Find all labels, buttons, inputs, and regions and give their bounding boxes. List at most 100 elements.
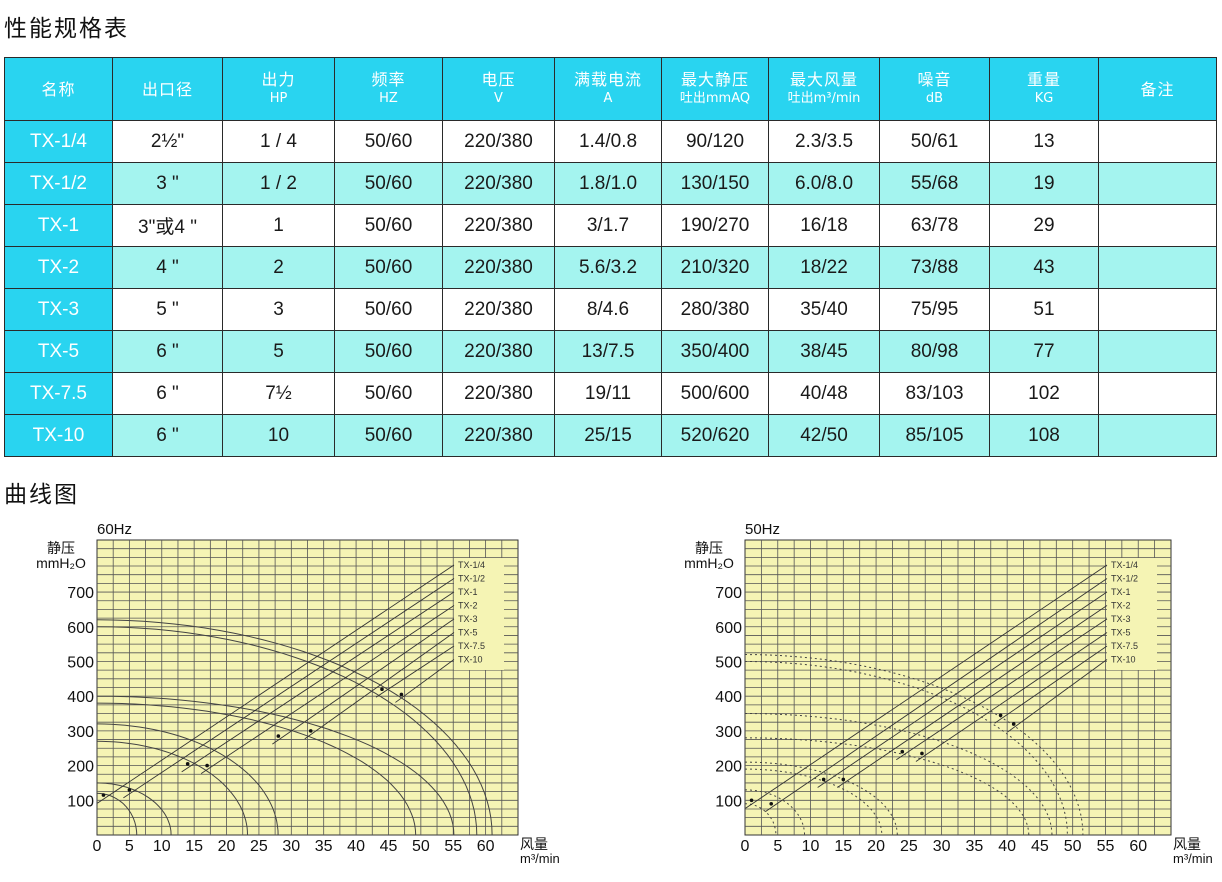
table-cell: 6.0/8.0 (768, 162, 880, 205)
x-tick-label: 25 (900, 838, 918, 855)
header-line2: HP (269, 91, 288, 106)
operating-point-marker (399, 692, 404, 697)
table-row: TX-5 6 " 5 50/60 220/380 13/7.5 350/400 38/45 80… (4, 330, 1217, 373)
resistance-line (97, 564, 455, 804)
legend-label: TX-5 (1111, 628, 1131, 638)
table-cell (1098, 414, 1217, 457)
x-axis-unit: m³/min (1173, 851, 1213, 866)
header-name: 名称 (4, 57, 113, 121)
chart-title: 60Hz (97, 521, 132, 538)
chart-1: 0 5 10 15 20 25 30 35 40 45 50 55 60 100 200 300 400 500 6… (684, 521, 1213, 866)
table-cell: 1.8/1.0 (554, 162, 662, 205)
performance-curves (744, 654, 1084, 836)
x-tick-label: 40 (998, 838, 1016, 855)
operating-point-marker (127, 788, 132, 792)
header-outlet: 出口径 (112, 57, 223, 121)
legend-label: TX-1 (458, 587, 478, 597)
chart-title: 50Hz (745, 521, 780, 538)
spec-header-row: 名称 出口径 出力 HP 频率 HZ 电压 V 满载电流 A 最大静压 吐出mmAQ 最大… (4, 57, 1217, 121)
table-cell: 80/98 (879, 330, 990, 373)
header-frequency: 频率 HZ (334, 57, 443, 121)
table-cell: 520/620 (661, 414, 769, 457)
table-row: TX-1/2 3 " 1 / 2 50/60 220/380 1.8/1.0 130/150… (4, 162, 1217, 205)
resistance-line (915, 632, 1108, 762)
y-tick-label: 500 (67, 654, 94, 671)
header-voltage: 电压 V (442, 57, 555, 121)
x-tick-label: 30 (933, 838, 951, 855)
table-cell: 50/60 (334, 246, 443, 289)
table-cell: 25/15 (554, 414, 662, 457)
table-cell: 5 " (112, 288, 223, 331)
table-cell: 220/380 (442, 246, 555, 289)
table-cell: 50/61 (879, 120, 990, 163)
header-line1: 最大风量 (789, 70, 858, 89)
legend-label: TX-3 (1111, 614, 1131, 624)
table-cell: 1 / 2 (222, 162, 335, 205)
y-axis-unit: mmH₂O (36, 555, 86, 571)
header-line1: 频率 (371, 70, 406, 89)
x-tick-label: 5 (773, 838, 782, 855)
legend-label: TX-10 (458, 655, 483, 665)
table-row: TX-2 4 " 2 50/60 220/380 5.6/3.2 210/320 18/22 7… (4, 246, 1217, 289)
y-tick-label: 600 (67, 620, 94, 637)
y-axis-unit: mmH₂O (684, 555, 734, 571)
header-noise: 噪音 dB (879, 57, 990, 121)
x-tick-label: 35 (965, 838, 983, 855)
header-remarks: 备注 (1098, 57, 1217, 121)
y-tick-label: 300 (67, 724, 94, 741)
table-cell: 42/50 (768, 414, 880, 457)
performance-curve (744, 661, 1068, 836)
operating-point-marker (769, 801, 774, 806)
table-cell: 51 (989, 288, 1099, 331)
x-tick-label: 60 (1129, 838, 1147, 855)
x-tick-label: 5 (125, 838, 134, 855)
resistance-line (896, 618, 1108, 761)
header-line2: KG (1034, 91, 1054, 106)
header-line1: 名称 (41, 79, 76, 99)
operating-point-marker (841, 777, 846, 782)
y-tick-label: 400 (67, 689, 94, 706)
table-cell: 90/120 (661, 120, 769, 163)
table-cell: 7½ (222, 372, 335, 415)
header-line1: 噪音 (917, 70, 952, 89)
header-line2: dB (925, 91, 944, 106)
operating-point-marker (998, 713, 1003, 718)
table-cell: 220/380 (442, 288, 555, 331)
resistance-line (1007, 659, 1108, 733)
x-tick-label: 55 (444, 838, 462, 855)
table-cell (1098, 204, 1217, 247)
operating-point-marker (749, 798, 754, 803)
y-tick-label: 700 (715, 585, 742, 602)
table-cell: 5 (222, 330, 335, 373)
table-cell: 210/320 (661, 246, 769, 289)
table-cell: 1 / 4 (222, 120, 335, 163)
table-cell: 2½" (112, 120, 223, 163)
header-line1: 备注 (1140, 79, 1175, 99)
spec-table: 名称 出口径 出力 HP 频率 HZ 电压 V 满载电流 A 最大静压 吐出mmAQ 最大… (4, 57, 1217, 457)
grid-lines (97, 540, 518, 835)
header-max-pressure: 最大静压 吐出mmAQ (661, 57, 769, 121)
x-tick-label: 15 (834, 838, 852, 855)
resistance-line (745, 564, 1108, 809)
table-cell: 220/380 (442, 372, 555, 415)
table-cell: 55/68 (879, 162, 990, 205)
table-cell: 130/150 (661, 162, 769, 205)
y-tick-label: 100 (67, 793, 94, 810)
operating-point-marker (380, 687, 384, 692)
x-tick-label: 50 (412, 838, 430, 855)
operating-point-marker (276, 734, 281, 738)
table-cell: 10 (222, 414, 335, 457)
table-cell: 280/380 (661, 288, 769, 331)
table-cell: 2.3/3.5 (768, 120, 880, 163)
spec-table-title: 性能规格表 (4, 16, 129, 42)
table-cell: 50/60 (334, 162, 443, 205)
performance-curve (96, 740, 248, 836)
resistance-line (395, 659, 455, 703)
table-cell: 73/88 (879, 246, 990, 289)
table-cell: 4 " (112, 246, 223, 289)
header-line1: 重量 (1026, 70, 1061, 89)
performance-curve (96, 723, 279, 836)
performance-curve (96, 782, 172, 836)
resistance-line (181, 591, 455, 773)
table-cell: 6 " (112, 330, 223, 373)
